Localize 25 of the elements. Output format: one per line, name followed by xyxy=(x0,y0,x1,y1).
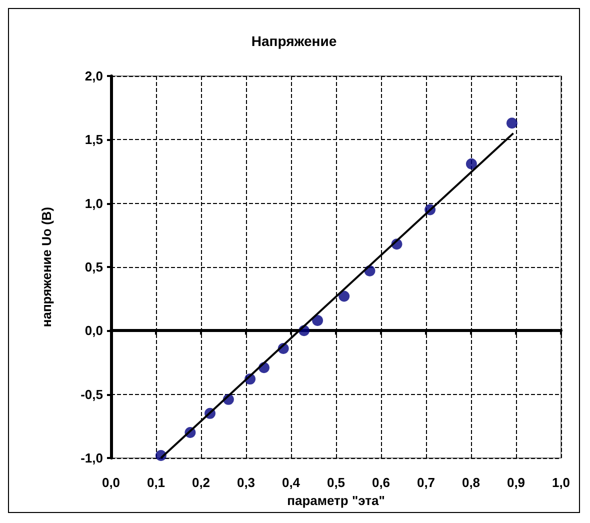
x-tick-label: 0,4 xyxy=(282,475,301,490)
point xyxy=(506,118,518,129)
y-tick-label: 0,0 xyxy=(84,323,103,338)
y-tick-label: 2,0 xyxy=(84,68,103,84)
point xyxy=(312,314,324,326)
x-tick-label: 0,6 xyxy=(372,475,390,490)
x-tick-label: 0,5 xyxy=(326,475,346,490)
x-tick-label: 0,2 xyxy=(192,475,210,490)
x-axis-title: параметр "эта" xyxy=(287,492,385,508)
y-tick-label: 1,5 xyxy=(84,132,103,148)
x-tick-label: 0,8 xyxy=(462,475,480,490)
point xyxy=(466,158,477,170)
y-tick-label: -1,0 xyxy=(80,450,103,466)
point xyxy=(338,290,350,302)
y-tick-label: 1,0 xyxy=(84,196,103,211)
x-tick-label: 0,3 xyxy=(236,475,256,490)
x-tick-label: 0,7 xyxy=(416,475,436,490)
chart-title: Напряжение xyxy=(251,33,337,49)
y-tick-label: -0,5 xyxy=(80,386,103,402)
y-axis-title: напряжение Uo (В) xyxy=(39,206,54,328)
x-tick-label: 0,0 xyxy=(102,475,120,490)
x-tick-label: 0,1 xyxy=(146,475,166,490)
x-tick-label: 0,9 xyxy=(506,475,526,490)
x-tick-label: 1,0 xyxy=(552,475,570,490)
y-tick-label: 0,5 xyxy=(84,260,103,274)
